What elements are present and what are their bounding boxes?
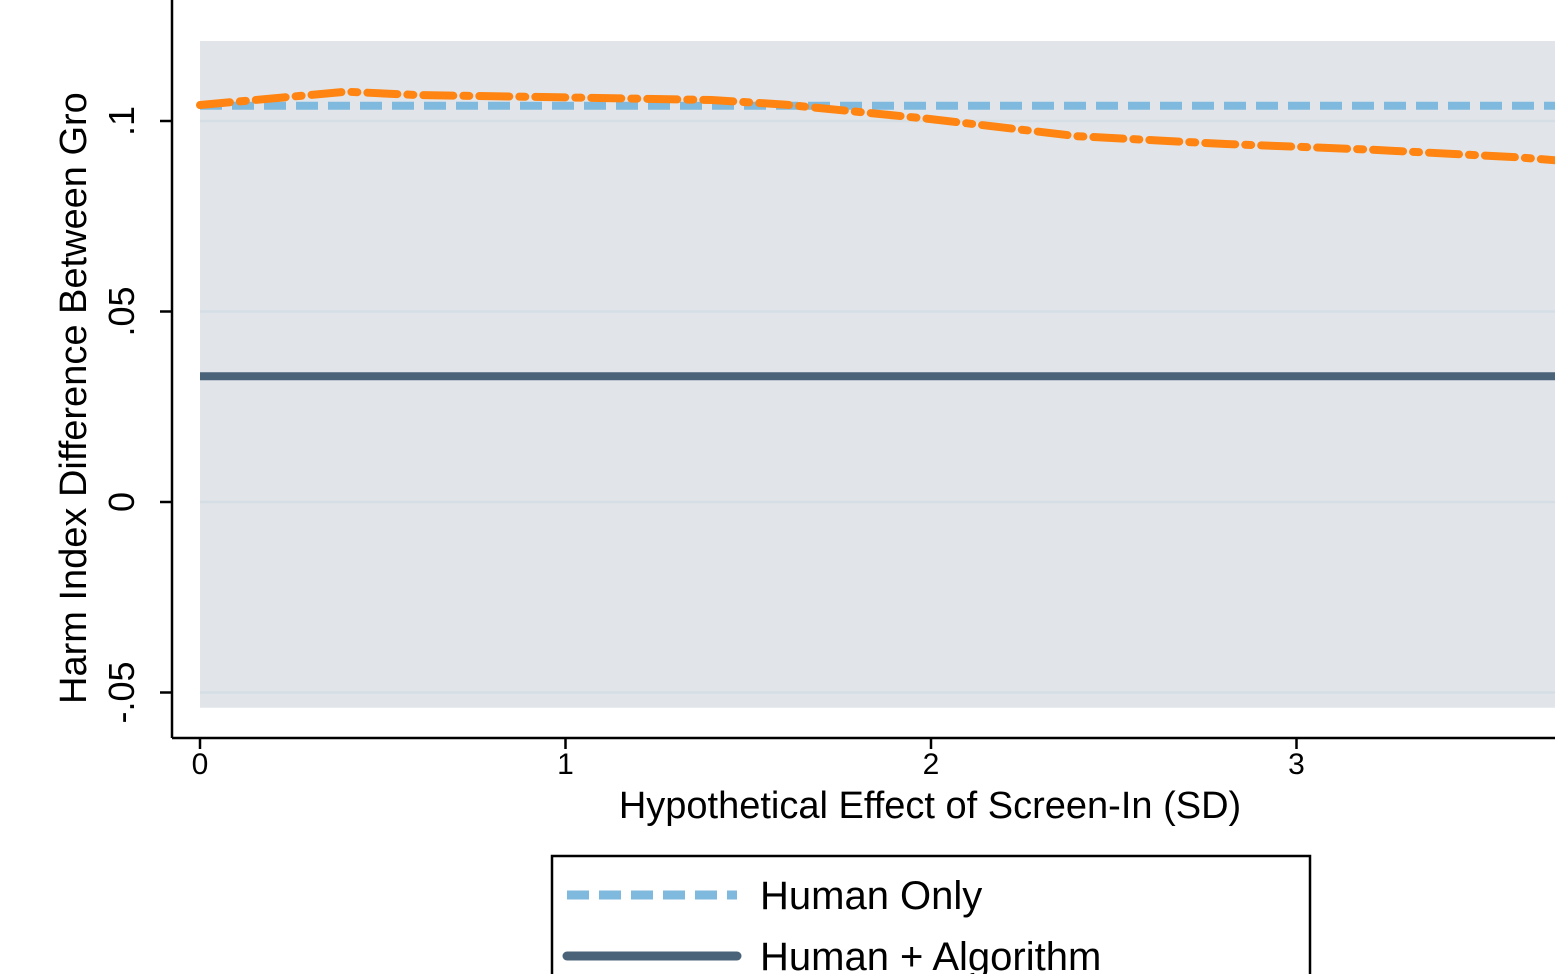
x-axis-label: Hypothetical Effect of Screen-In (SD): [619, 785, 1241, 827]
series-line-unlabeled: [196, 87, 1555, 165]
y-tick-label: 0: [101, 492, 142, 512]
legend-label-human-algorithm: Human + Algorithm: [760, 935, 1101, 974]
y-axis-label: Harm Index Difference Between Gro: [53, 92, 95, 704]
y-ticks: -.05 0 .05 .1: [101, 106, 172, 724]
x-tick-label: 3: [1288, 748, 1305, 781]
x-tick-label: 0: [192, 748, 209, 781]
y-tick-label: .05: [101, 286, 142, 336]
gridlines: [200, 119, 1555, 694]
x-tick-label: 1: [557, 748, 574, 781]
legend-label-human-only: Human Only: [760, 874, 982, 918]
x-tick-label: 2: [923, 748, 940, 781]
y-tick-label: -.05: [101, 661, 142, 723]
series-layer: [196, 87, 1555, 381]
x-ticks: 0 1 2 3: [192, 738, 1305, 781]
legend: Human Only Human + Algorithm: [550, 854, 1312, 974]
y-tick-label: .1: [101, 106, 142, 136]
